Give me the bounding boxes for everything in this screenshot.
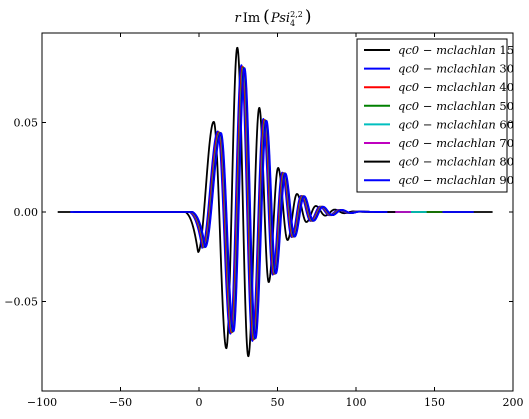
- title-r: r: [234, 11, 241, 26]
- legend-label-1: qc0 − mclachlan 15: [398, 43, 514, 57]
- title-open-paren: (: [263, 7, 270, 27]
- legend-label-6: qc0 − mclachlan 70: [398, 136, 514, 150]
- legend-label-5: qc0 − mclachlan 60: [398, 117, 514, 131]
- x-tick-label: 150: [424, 396, 445, 409]
- x-tick-label: −100: [27, 396, 57, 409]
- y-tick-label: 0.05: [14, 117, 39, 130]
- tick-layer: −100 −50 0 50 100 150 200 −0.05 0.00 0.05: [4, 33, 524, 409]
- legend-label-2: qc0 − mclachlan 30: [398, 62, 514, 76]
- series-layer: [57, 46, 494, 358]
- x-tick-label: 50: [271, 396, 285, 409]
- x-tick-label: 0: [196, 396, 203, 409]
- series-line-8: [69, 67, 388, 340]
- chart-title: r Im (Psi42,2): [234, 7, 311, 28]
- title-sup: 2,2: [290, 10, 303, 19]
- y-tick-label: −0.05: [4, 296, 38, 309]
- x-tick-label: 100: [346, 396, 367, 409]
- legend-label-4: qc0 − mclachlan 50: [398, 99, 514, 113]
- legend: qc0 − mclachlan 15 qc0 − mclachlan 30 qc0 …: [356, 38, 514, 193]
- x-tick-label: 200: [503, 396, 524, 409]
- title-psi: Psi: [270, 11, 290, 26]
- x-tick-label: −50: [109, 396, 132, 409]
- title-im: Im: [243, 11, 260, 26]
- title-sub: 4: [290, 19, 295, 28]
- title-close-paren: ): [305, 7, 312, 27]
- legend-label-7: qc0 − mclachlan 80: [398, 155, 514, 169]
- legend-label-8: qc0 − mclachlan 90: [398, 173, 514, 187]
- legend-box: [356, 38, 508, 193]
- legend-label-3: qc0 − mclachlan 40: [398, 80, 514, 94]
- y-tick-label: 0.00: [14, 206, 39, 219]
